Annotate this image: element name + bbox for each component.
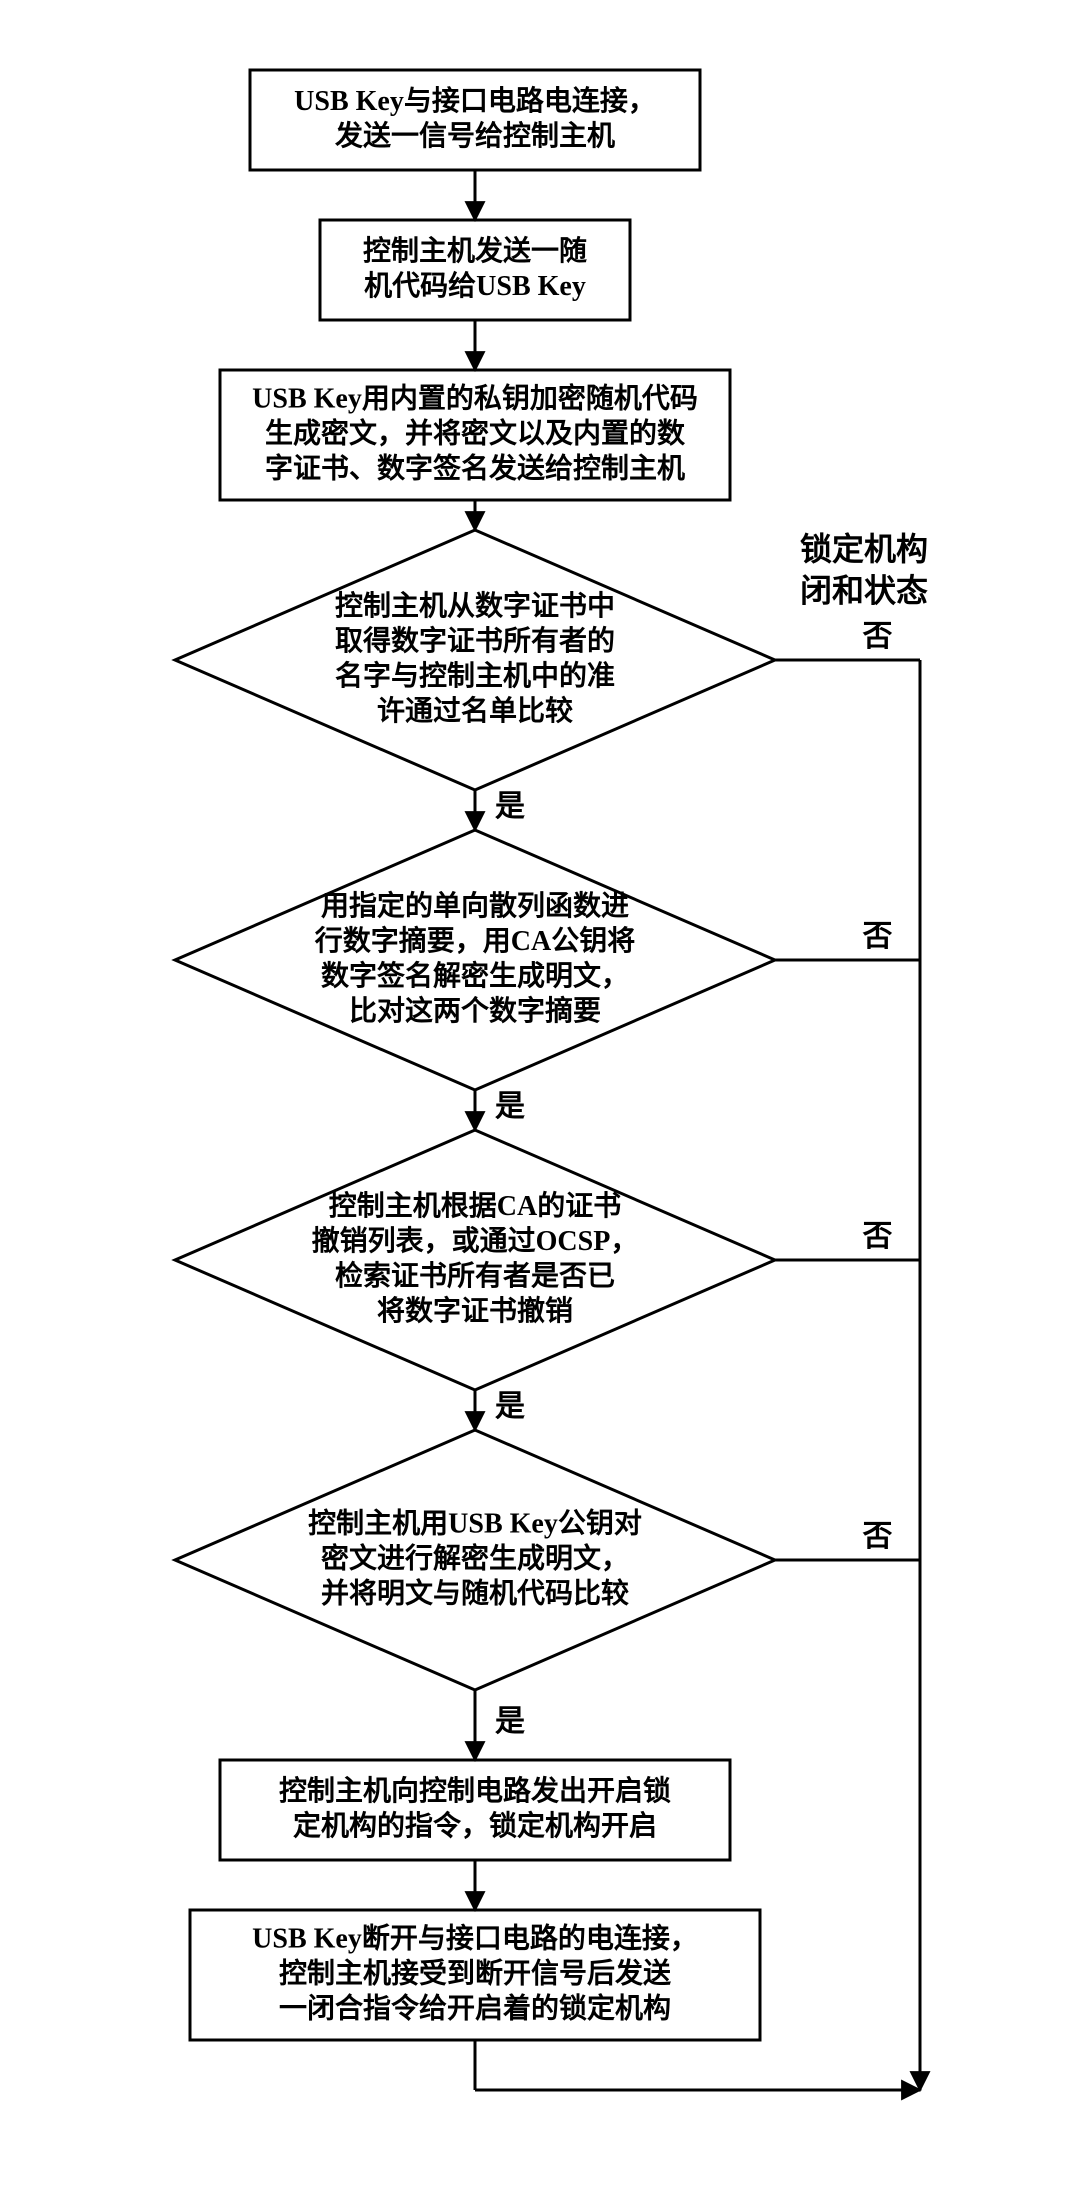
edge-label-no: 否 xyxy=(863,620,893,653)
box-text: 发送一信号给控制主机 xyxy=(334,119,615,152)
box-text: 机代码给USB Key xyxy=(364,270,586,302)
box-text: 字证书、数字签名发送给控制主机 xyxy=(265,452,685,485)
diamond-text: 名字与控制主机中的准 xyxy=(335,659,615,692)
diamond-text: 控制主机用USB Key公钥对 xyxy=(308,1508,642,1540)
flow-box-b1: USB Key与接口电路电连接，发送一信号给控制主机 xyxy=(250,70,700,170)
edge-label-no: 否 xyxy=(863,1220,893,1253)
diamond-text: 许通过名单比较 xyxy=(377,694,573,727)
diamond-text: 用指定的单向散列函数进 xyxy=(321,889,629,922)
diamond-text: 比对这两个数字摘要 xyxy=(349,994,601,1027)
flow-box-b2: 控制主机发送一随机代码给USB Key xyxy=(320,220,630,320)
edge-label-yes: 是 xyxy=(495,1705,525,1738)
box-text: 生成密文，并将密文以及内置的数 xyxy=(265,417,686,450)
diamond-text: 取得数字证书所有者的 xyxy=(335,624,615,657)
right-state-label: 闭和状态 xyxy=(800,573,928,609)
box-text: 控制主机向控制电路发出开启锁 xyxy=(279,1774,671,1807)
edge-label-yes: 是 xyxy=(495,1390,525,1423)
flow-diamond-d1: 控制主机从数字证书中取得数字证书所有者的名字与控制主机中的准许通过名单比较 xyxy=(175,530,775,790)
box-text: USB Key用内置的私钥加密随机代码 xyxy=(252,382,698,415)
edge-label-no: 否 xyxy=(863,920,893,953)
edge-label-yes: 是 xyxy=(495,1090,525,1123)
diamond-text: 撤销列表，或通过OCSP， xyxy=(312,1224,639,1257)
flow-box-b5: USB Key断开与接口电路的电连接，控制主机接受到断开信号后发送一闭合指令给开… xyxy=(190,1910,760,2040)
box-text: USB Key断开与接口电路的电连接， xyxy=(252,1922,698,1955)
box-text: 控制主机接受到断开信号后发送 xyxy=(279,1957,671,1990)
diamond-text: 行数字摘要，用CA公钥将 xyxy=(314,924,635,957)
diamond-text: 并将明文与随机代码比较 xyxy=(321,1577,629,1610)
flow-diamond-d4: 控制主机用USB Key公钥对密文进行解密生成明文，并将明文与随机代码比较 xyxy=(175,1430,775,1690)
edge-label-yes: 是 xyxy=(495,790,525,823)
flow-box-b3: USB Key用内置的私钥加密随机代码生成密文，并将密文以及内置的数字证书、数字… xyxy=(220,370,730,500)
box-text: 一闭合指令给开启着的锁定机构 xyxy=(279,1992,671,2025)
diamond-text: 数字签名解密生成明文， xyxy=(321,959,629,992)
edge-label-no: 否 xyxy=(863,1520,893,1553)
flow-diamond-d2: 用指定的单向散列函数进行数字摘要，用CA公钥将数字签名解密生成明文，比对这两个数… xyxy=(175,830,775,1090)
diamond-text: 将数字证书撤销 xyxy=(377,1294,573,1327)
diamond-text: 检索证书所有者是否已 xyxy=(335,1259,615,1292)
diamond-text: 控制主机根据CA的证书 xyxy=(329,1189,621,1222)
box-text: 控制主机发送一随 xyxy=(363,234,587,267)
diamond-text: 控制主机从数字证书中 xyxy=(335,589,615,622)
box-text: USB Key与接口电路电连接， xyxy=(294,85,656,117)
flowchart-svg: USB Key与接口电路电连接，发送一信号给控制主机控制主机发送一随机代码给US… xyxy=(20,20,1068,2169)
flow-diamond-d3: 控制主机根据CA的证书撤销列表，或通过OCSP，检索证书所有者是否已将数字证书撤… xyxy=(175,1130,775,1390)
flow-box-b4: 控制主机向控制电路发出开启锁定机构的指令，锁定机构开启 xyxy=(220,1760,730,1860)
box-text: 定机构的指令，锁定机构开启 xyxy=(293,1809,657,1842)
right-state-label: 锁定机构 xyxy=(800,531,928,567)
diamond-text: 密文进行解密生成明文， xyxy=(321,1542,629,1575)
